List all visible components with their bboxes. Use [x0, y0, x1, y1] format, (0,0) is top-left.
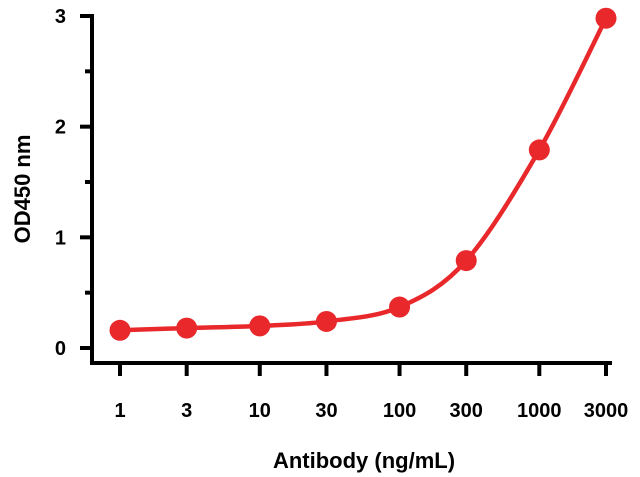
- data-point: [176, 317, 198, 339]
- data-point: [455, 250, 477, 272]
- series-line: [117, 15, 609, 333]
- y-tick-label: 0: [55, 338, 66, 360]
- data-point: [249, 315, 271, 337]
- x-tick-label: 3000: [584, 400, 629, 422]
- y-tick-label: 3: [55, 6, 66, 28]
- data-point: [528, 139, 550, 161]
- x-axis-title: Antibody (ng/mL): [273, 448, 455, 473]
- x-tick-label: 1000: [517, 400, 562, 422]
- data-point: [315, 310, 337, 332]
- axes: [90, 14, 612, 365]
- tick-labels: 0 1 2 3 1 3 10 30 100 300 1000 3000: [55, 6, 628, 422]
- data-point: [109, 319, 131, 341]
- x-tick-label: 300: [450, 400, 483, 422]
- x-tick-label: 1: [114, 400, 125, 422]
- x-tick-label: 30: [315, 400, 337, 422]
- data-point: [389, 296, 411, 318]
- fit-curve: [117, 15, 609, 333]
- y-axis-title: OD450 nm: [10, 135, 35, 244]
- y-tick-label: 1: [55, 227, 66, 249]
- x-tick-label: 3: [181, 400, 192, 422]
- y-tick-label: 2: [55, 117, 66, 139]
- x-tick-label: 10: [249, 400, 271, 422]
- tick-marks: [80, 14, 608, 376]
- data-points: [109, 7, 617, 341]
- data-point: [595, 7, 617, 29]
- x-tick-label: 100: [383, 400, 416, 422]
